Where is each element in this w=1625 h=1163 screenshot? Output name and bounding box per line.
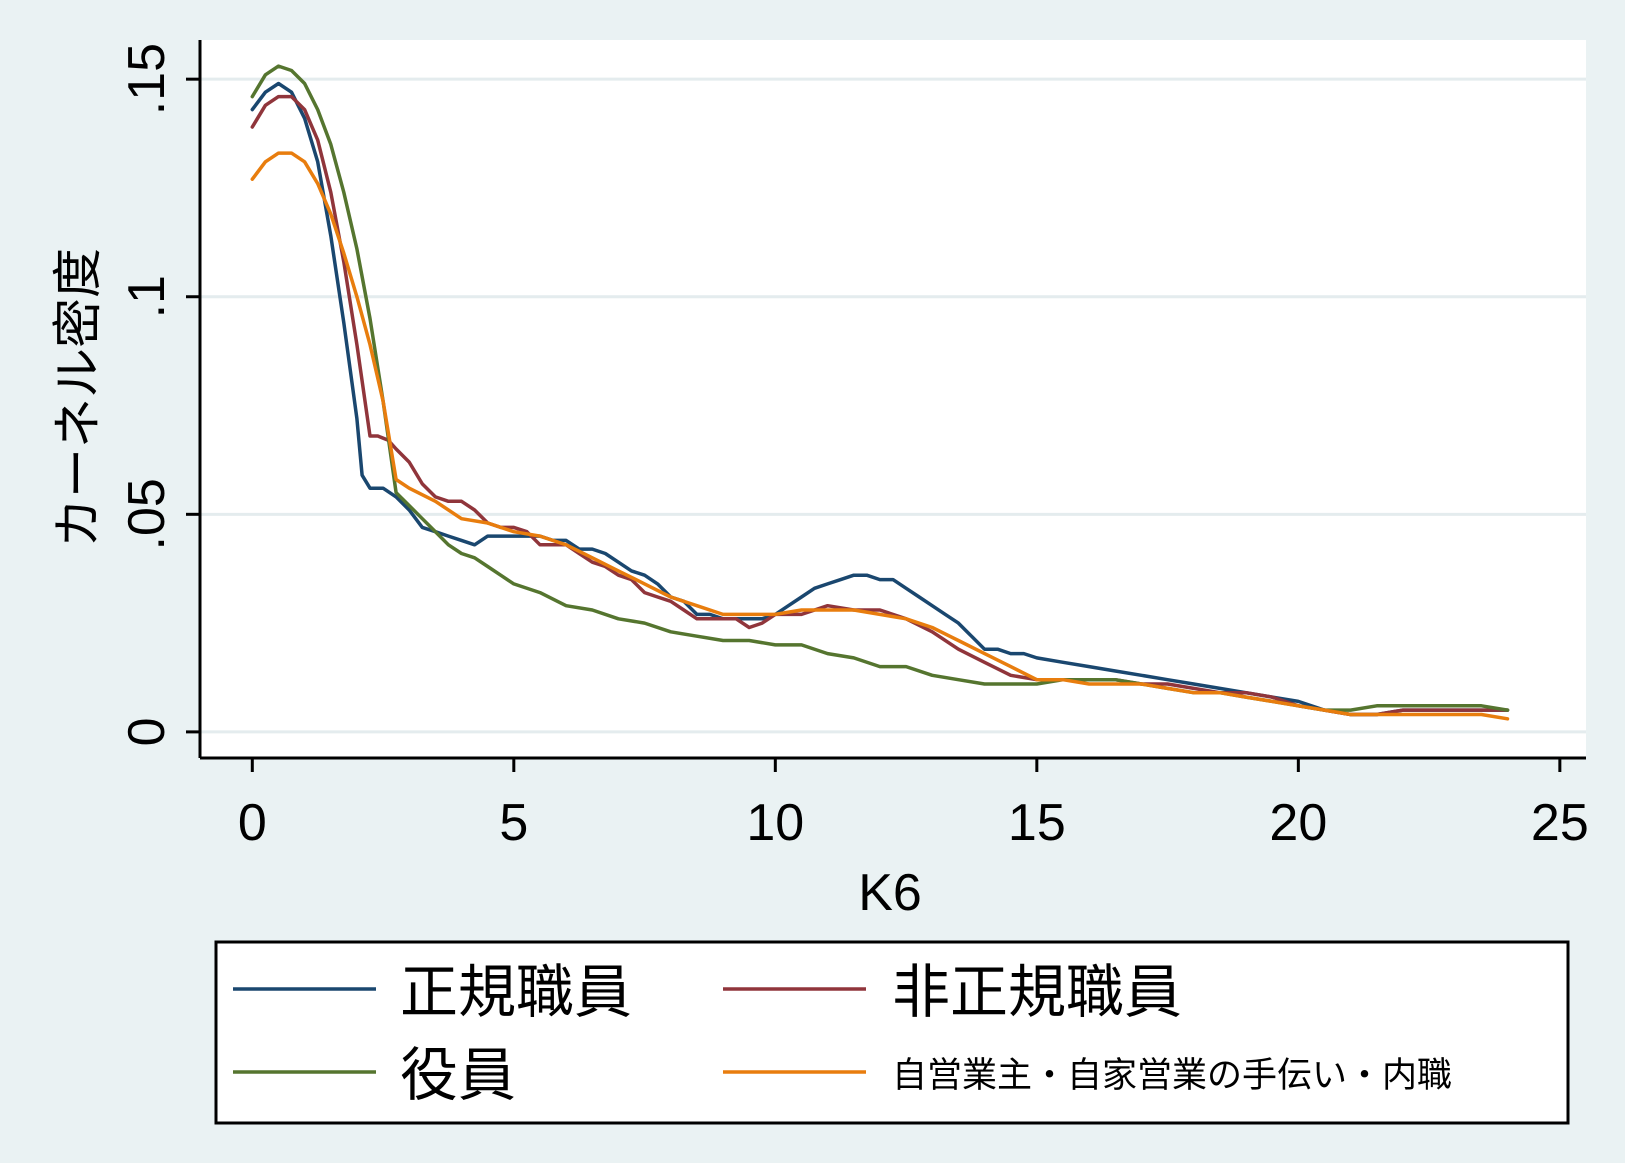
y-tick-label: .05 (118, 478, 176, 550)
gridlines (200, 77, 1586, 734)
x-tick-label: 10 (746, 794, 804, 852)
x-tick-label: 25 (1531, 794, 1589, 852)
legend-label: 役員 (400, 1041, 516, 1109)
x-axis-label: K6 (858, 864, 922, 922)
x-tick-label: 5 (499, 794, 528, 852)
y-axis-label: カーネル密度 (49, 248, 107, 548)
y-ticks: 0 .05 .1 .15 (118, 43, 200, 746)
series-line-1 (250, 94, 1510, 717)
legend-label: 非正規職員 (892, 958, 1182, 1026)
x-tick-label: 0 (238, 794, 267, 852)
legend-label: 正規職員 (400, 958, 632, 1026)
x-tick-label: 20 (1269, 794, 1327, 852)
y-tick-label: .1 (118, 275, 176, 318)
plot-area (200, 40, 1586, 758)
x-tick-label: 15 (1008, 794, 1066, 852)
y-tick-label: 0 (118, 717, 176, 746)
legend-label: 自営業主・自家営業の手伝い・内職 (892, 1056, 1452, 1096)
axes (198, 40, 1586, 760)
series-line-0 (250, 81, 1510, 717)
x-ticks: 0 5 10 15 20 25 (238, 758, 1589, 852)
legend-box (214, 940, 1570, 1125)
series-lines (250, 64, 1510, 721)
y-tick-label: .15 (118, 43, 176, 115)
series-line-3 (250, 151, 1510, 721)
